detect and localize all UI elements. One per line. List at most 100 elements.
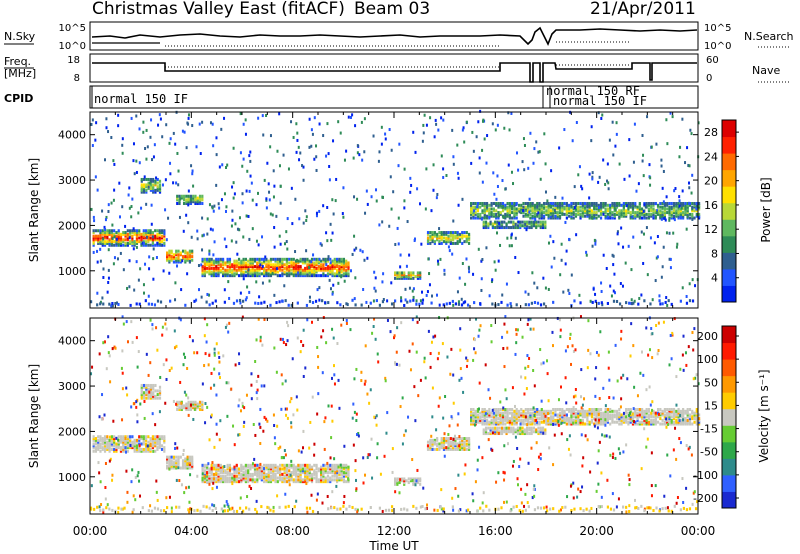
heatmap-cell <box>326 274 330 278</box>
heatmap-cell <box>331 292 334 296</box>
heatmap-cell <box>108 447 111 451</box>
heatmap-cell <box>668 218 671 222</box>
heatmap-cell <box>156 396 159 400</box>
heatmap-cell <box>324 301 327 305</box>
heatmap-cell <box>695 205 698 209</box>
heatmap-cell <box>188 461 191 465</box>
colorbar-tick-label: 12 <box>704 223 718 236</box>
heatmap-cell <box>456 240 459 244</box>
heatmap-cell <box>161 183 164 187</box>
heatmap-cell <box>338 261 341 265</box>
heatmap-cell <box>493 260 496 264</box>
heatmap-cell <box>429 241 432 245</box>
heatmap-cell <box>661 413 664 417</box>
heatmap-cell <box>242 263 245 267</box>
heatmap-cell <box>494 220 497 224</box>
heatmap-cell <box>507 163 510 167</box>
heatmap-cell <box>515 207 518 211</box>
heatmap-cell <box>599 205 603 209</box>
heatmap-cell <box>501 205 504 209</box>
heatmap-cell <box>628 174 631 178</box>
heatmap-cell <box>149 188 152 192</box>
heatmap-cell <box>201 272 204 276</box>
heatmap-cell <box>251 265 254 269</box>
heatmap-cell <box>538 420 541 424</box>
heatmap-cell <box>572 415 575 419</box>
heatmap-cell <box>454 444 457 448</box>
heatmap-cell <box>563 202 566 206</box>
heatmap-cell <box>511 205 514 209</box>
heatmap-cell <box>187 196 190 200</box>
heatmap-cell <box>470 207 473 211</box>
heatmap-cell <box>224 476 227 480</box>
heatmap-cell <box>590 420 594 424</box>
heatmap-cell <box>151 240 155 244</box>
heatmap-cell <box>503 428 506 432</box>
heatmap-cell <box>645 202 648 206</box>
heatmap-cell <box>649 302 652 306</box>
heatmap-cell <box>541 220 545 224</box>
heatmap-cell <box>92 231 95 235</box>
heatmap-cell <box>366 256 369 260</box>
heatmap-cell <box>249 465 252 469</box>
heatmap-cell <box>651 298 654 302</box>
heatmap-cell <box>656 203 660 207</box>
heatmap-cell <box>518 210 521 214</box>
heatmap-cell <box>326 471 330 475</box>
heatmap-cell <box>306 263 309 267</box>
heatmap-cell <box>294 472 298 476</box>
heatmap-cell <box>142 236 145 240</box>
heatmap-cell <box>244 265 247 269</box>
heatmap-cell <box>237 469 241 473</box>
heatmap-cell <box>356 144 359 148</box>
heatmap-cell <box>308 274 311 278</box>
heatmap-cell <box>249 474 252 478</box>
heatmap-cell <box>317 268 320 272</box>
heatmap-cell <box>244 472 247 476</box>
heatmap-cell <box>693 209 696 213</box>
heatmap-cell <box>399 265 402 269</box>
heatmap-cell <box>192 194 195 198</box>
heatmap-cell <box>144 444 148 448</box>
heatmap-cell <box>253 478 257 482</box>
heatmap-cell <box>481 413 484 417</box>
heatmap-cell <box>168 455 171 459</box>
heatmap-cell <box>253 257 257 261</box>
heatmap-cell <box>312 253 315 257</box>
heatmap-cell <box>340 465 343 469</box>
heatmap-cell <box>499 203 502 207</box>
heatmap-cell <box>321 501 324 505</box>
heatmap-cell <box>679 211 682 215</box>
heatmap-cell <box>168 141 171 145</box>
heatmap-cell <box>537 430 540 434</box>
heatmap-cell <box>622 211 625 215</box>
heatmap-cell <box>242 465 245 469</box>
heatmap-cell <box>414 237 417 241</box>
heatmap-cell <box>331 198 334 202</box>
heatmap-cell <box>472 202 475 206</box>
heatmap-cell <box>263 471 266 475</box>
heatmap-cell <box>239 112 242 116</box>
heatmap-cell <box>677 417 680 421</box>
heatmap-cell <box>249 467 252 471</box>
heatmap-cell <box>135 229 139 233</box>
heatmap-cell <box>530 426 533 430</box>
heatmap-cell <box>310 467 314 471</box>
heatmap-cell <box>536 422 539 426</box>
heatmap-cell <box>144 232 148 236</box>
heatmap-cell <box>250 181 253 185</box>
heatmap-cell <box>527 166 530 170</box>
heatmap-cell <box>565 207 568 211</box>
heatmap-cell <box>429 442 432 446</box>
heatmap-cell <box>428 283 431 287</box>
heatmap-cell <box>547 202 550 206</box>
heatmap-cell <box>187 116 190 120</box>
heatmap-cell <box>143 175 146 179</box>
nsky-trace <box>91 26 698 46</box>
heatmap-cell <box>285 257 289 261</box>
heatmap-cell <box>663 203 666 207</box>
heatmap-cell <box>570 418 573 422</box>
heatmap-cell <box>421 139 424 143</box>
heatmap-cell <box>302 178 305 182</box>
heatmap-cell <box>310 478 314 482</box>
